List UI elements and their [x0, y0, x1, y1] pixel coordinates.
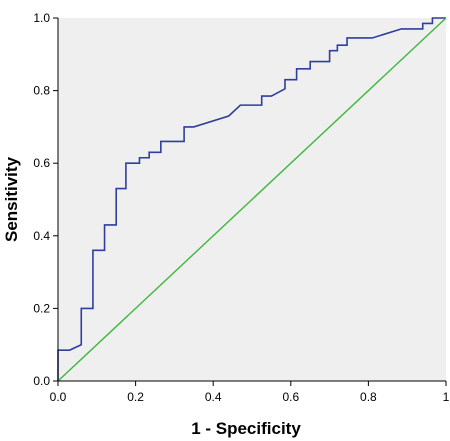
y-axis-title: Sensitivity [2, 156, 21, 242]
x-tick-label: 0.2 [127, 390, 144, 404]
y-tick-label: 0.2 [33, 301, 50, 315]
x-tick-label: 0.0 [50, 390, 67, 404]
y-tick-label: 0.4 [33, 229, 50, 243]
y-tick-label: 0.6 [33, 156, 50, 170]
y-tick-label: 1.0 [33, 11, 50, 25]
x-axis-title: 1 - Specificity [191, 419, 301, 438]
roc-curve [57, 17, 446, 381]
y-tick-label: 0.8 [33, 84, 50, 98]
plot-series [57, 17, 447, 382]
x-tick-label: 1 [443, 390, 450, 404]
x-tick-label: 0.4 [205, 390, 222, 404]
axes [57, 18, 446, 382]
x-tick-label: 0.8 [360, 390, 377, 404]
y-tick-label: 0.0 [33, 374, 50, 388]
x-tick-label: 0.6 [282, 390, 299, 404]
ticks: 0.0 0.2 0.4 0.6 0.8 1 0.0 0.2 0.4 0.6 0.8 1.0 [33, 11, 449, 404]
reference-line [57, 17, 447, 382]
